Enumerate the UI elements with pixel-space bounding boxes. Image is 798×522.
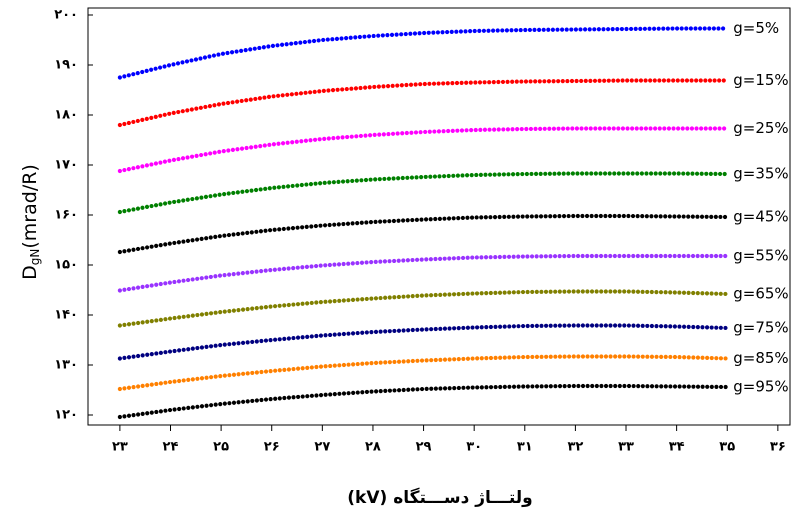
x-tick-label: ۲۸ <box>365 440 381 455</box>
series-line <box>117 289 730 328</box>
y-tick-label: ۱۲۰ <box>54 408 78 423</box>
x-tick-label: ۳۰ <box>466 440 482 455</box>
y-tick-label: ۲۰۰ <box>54 8 78 23</box>
series-label: g=85% <box>733 349 788 367</box>
series-line <box>117 78 730 128</box>
series-label: g=15% <box>733 71 788 89</box>
y-label-main: D <box>19 265 41 280</box>
series-line <box>117 323 730 361</box>
y-label-unit: (mrad/R) <box>19 164 41 248</box>
series-label: g=75% <box>733 319 788 337</box>
x-tick-label: ۲۷ <box>314 440 330 455</box>
series-label: g=5% <box>733 19 779 37</box>
x-tick-label: ۲۶ <box>264 440 280 455</box>
series-line <box>117 26 730 80</box>
x-tick-label: ۲۹ <box>416 440 432 455</box>
x-tick-label: ۳۴ <box>669 440 685 455</box>
y-tick-label: ۱۸۰ <box>54 108 78 123</box>
series-label: g=45% <box>733 208 788 226</box>
x-tick-label: ۳۲ <box>567 440 583 455</box>
x-tick-label: ۳۱ <box>517 440 533 455</box>
y-label-sub: gN <box>28 249 42 266</box>
x-tick-label: ۳۵ <box>719 440 735 455</box>
x-tick-label: ۳۶ <box>770 440 786 455</box>
y-tick-label: ۱۵۰ <box>54 258 78 273</box>
series-line <box>117 253 730 293</box>
y-tick-label: ۱۷۰ <box>54 158 78 173</box>
x-tick-label: ۲۵ <box>213 440 229 455</box>
series-label: g=35% <box>733 165 788 183</box>
series-label: g=25% <box>733 119 788 137</box>
series-line <box>117 126 730 174</box>
y-tick-label: ۱۹۰ <box>54 58 78 73</box>
x-tick-label: ۲۳ <box>112 440 128 455</box>
series-line <box>117 354 730 392</box>
plot-frame <box>87 7 791 426</box>
x-tick-label: ۳۳ <box>618 440 634 455</box>
y-tick-label: ۱۳۰ <box>54 358 78 373</box>
y-axis-label: DgN(mrad/R) <box>19 164 42 280</box>
y-tick-label: ۱۶۰ <box>54 208 78 223</box>
series-line <box>117 213 730 255</box>
x-tick-label: ۲۴ <box>163 440 179 455</box>
x-axis-label: (kV) ولتـــاژ دســـتگاه <box>347 487 532 508</box>
series-line <box>117 171 730 215</box>
series-line <box>117 383 730 420</box>
y-tick-label: ۱۴۰ <box>54 308 78 323</box>
series-label: g=65% <box>733 285 788 303</box>
series-label: g=95% <box>733 378 788 396</box>
series-label: g=55% <box>733 247 788 265</box>
